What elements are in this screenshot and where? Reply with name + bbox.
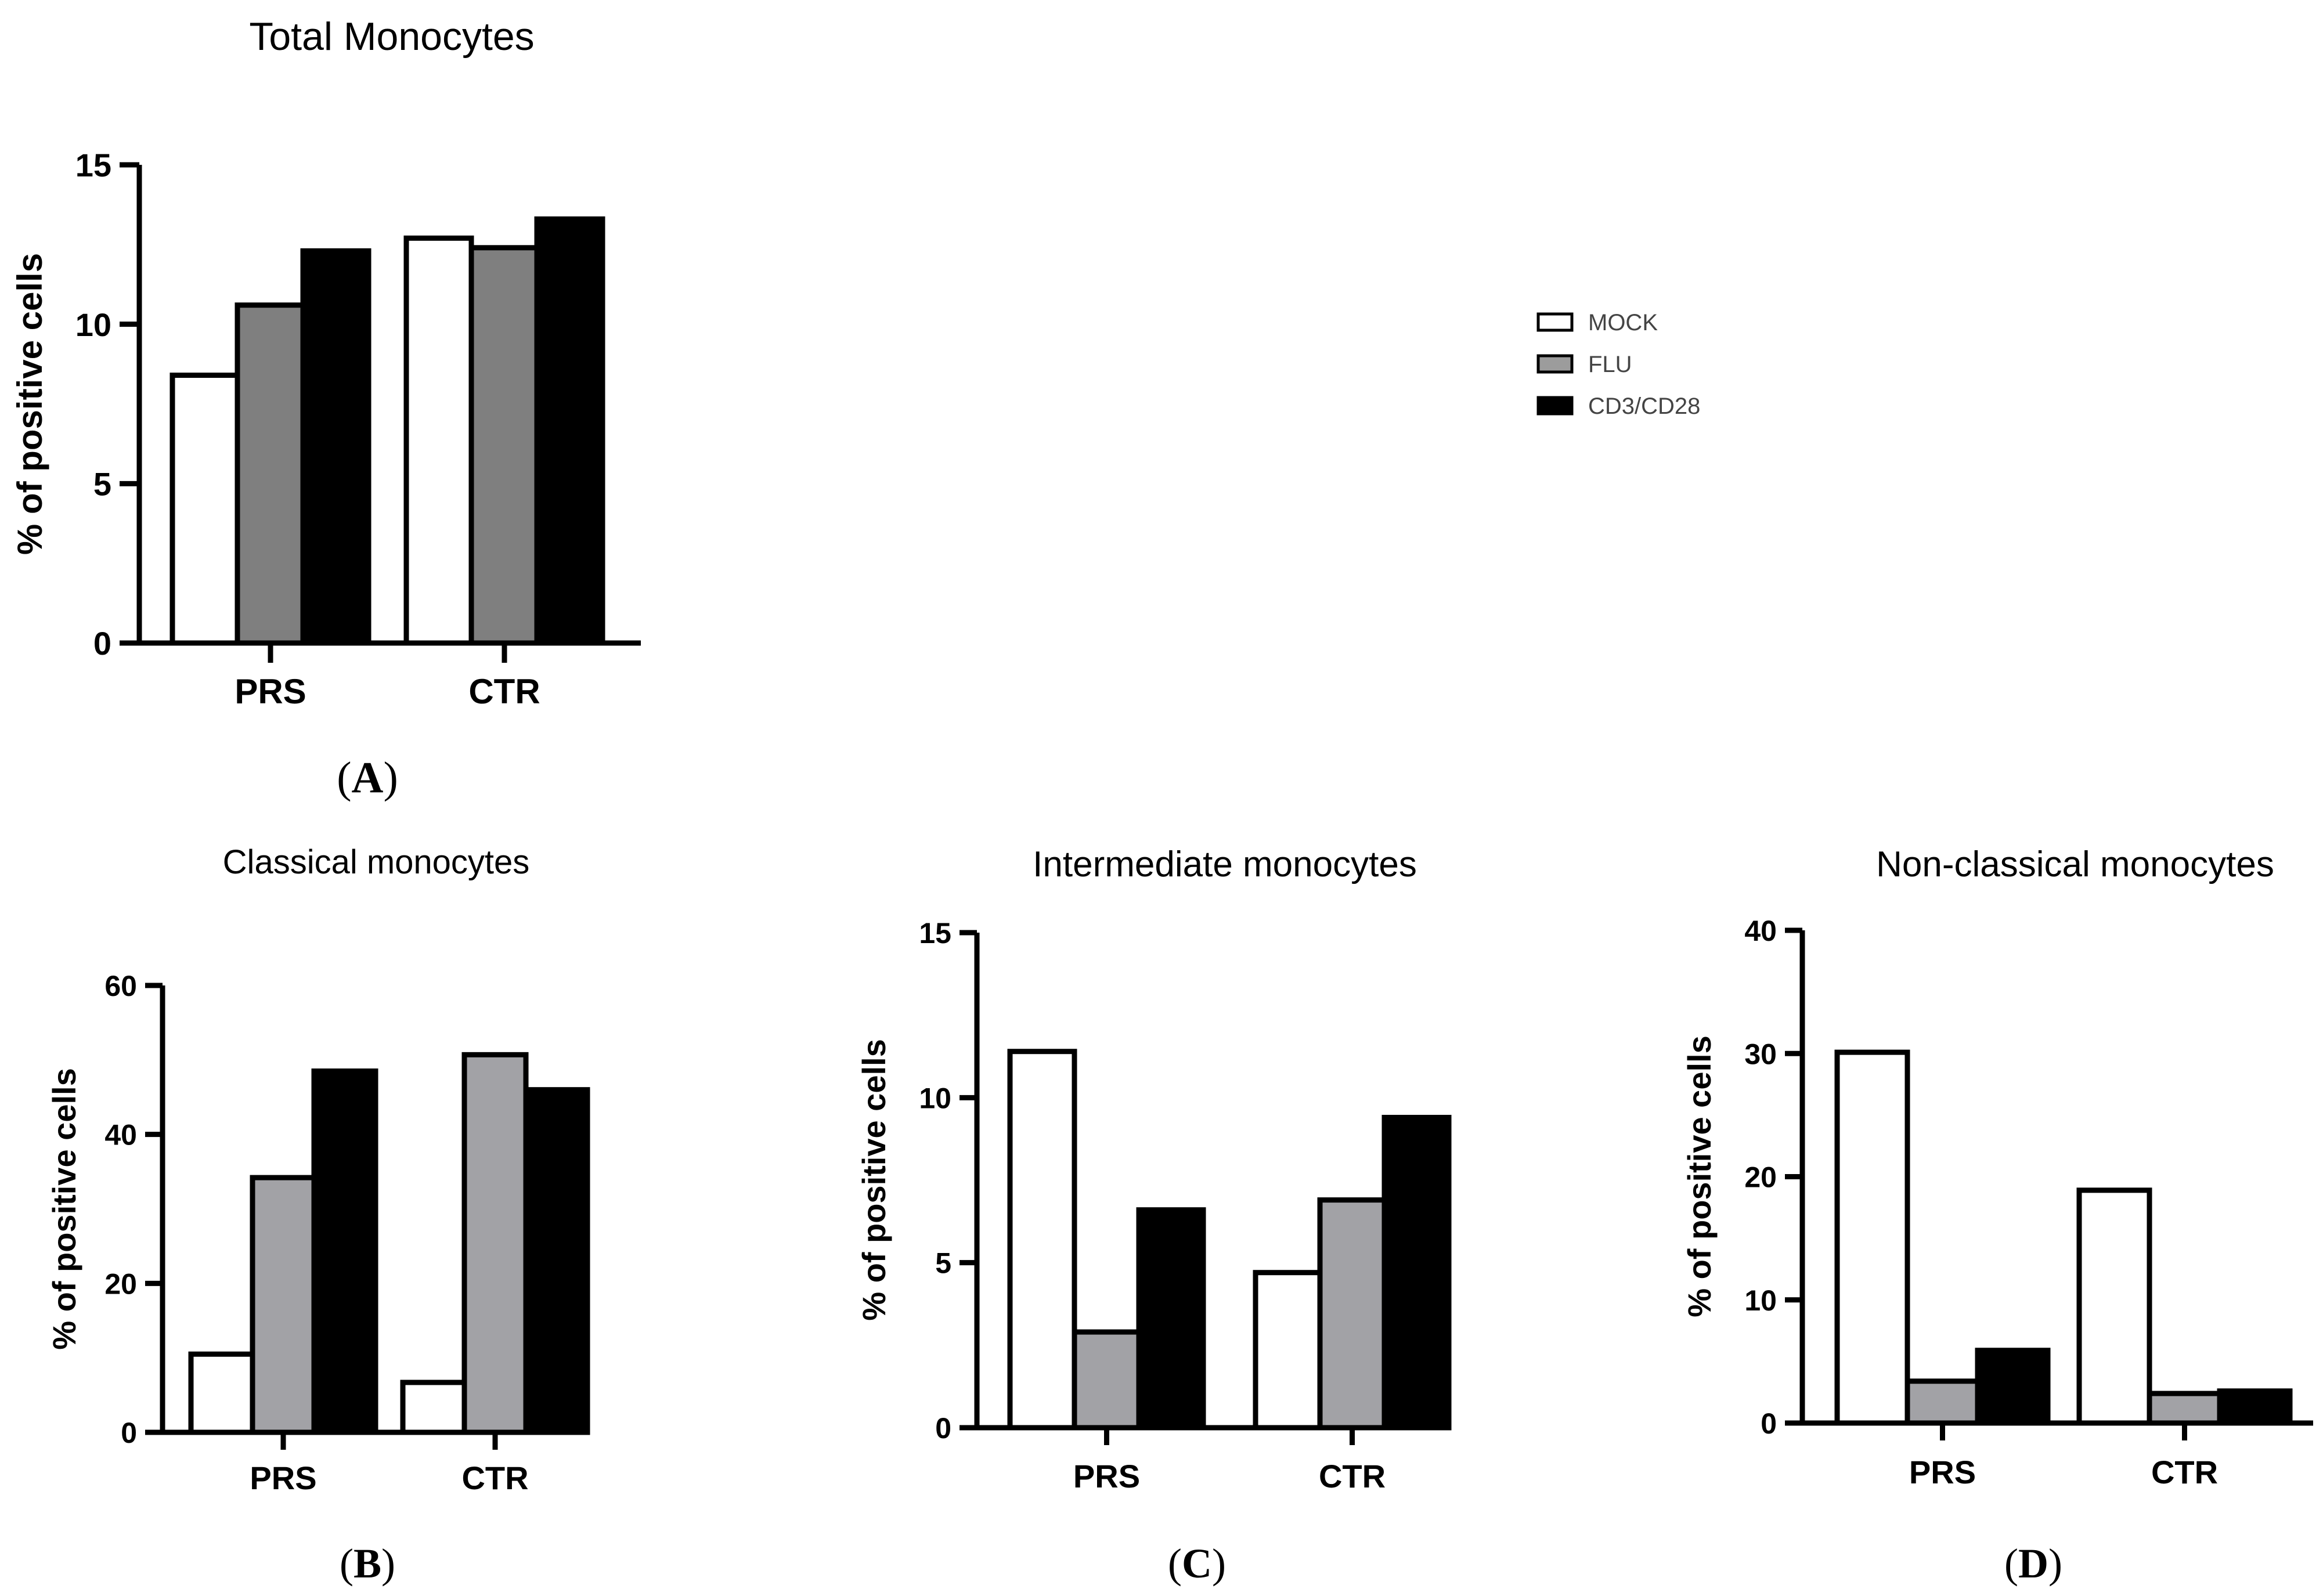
x-category-label: CTR bbox=[461, 1460, 528, 1496]
panel-label: (B) bbox=[340, 1540, 395, 1587]
y-axis-label: % of positive cells bbox=[1681, 1035, 1718, 1317]
legend-label: MOCK bbox=[1588, 310, 1658, 335]
y-tick-label: 15 bbox=[919, 917, 951, 949]
bar-cd3-cd28-prs bbox=[300, 248, 371, 646]
bar-flu-ctr bbox=[2147, 1391, 2223, 1426]
bar-mock-ctr bbox=[1253, 1270, 1323, 1431]
y-axis-label: % of positive cells bbox=[46, 1068, 82, 1350]
y-axis-label: % of positive cells bbox=[856, 1039, 892, 1321]
bar-mock-prs bbox=[188, 1351, 255, 1435]
chart-panel-b: Classical monocytes 0 20 40 60 PRS CTR % of pos… bbox=[46, 843, 590, 1587]
legend-swatch-mock bbox=[1536, 312, 1574, 332]
x-category-label: PRS bbox=[250, 1460, 316, 1496]
chart-title: Classical monocytes bbox=[223, 843, 530, 881]
bar-cd3-cd28-ctr bbox=[534, 216, 605, 646]
y-tick-label: 0 bbox=[121, 1417, 137, 1449]
y-tick-label: 40 bbox=[104, 1119, 137, 1151]
y-tick-label: 30 bbox=[1744, 1038, 1777, 1070]
y-tick-label: 0 bbox=[93, 625, 111, 662]
y-tick-label: 0 bbox=[1761, 1407, 1777, 1440]
bar-mock-ctr bbox=[400, 1380, 467, 1435]
x-category-label: PRS bbox=[1073, 1458, 1140, 1494]
chart-panel-c: Intermediate monocytes 0 5 10 15 PRS CTR % of p… bbox=[856, 844, 1452, 1587]
bar-flu-ctr bbox=[1317, 1197, 1387, 1431]
x-category-label: CTR bbox=[2151, 1454, 2218, 1490]
bar-cd3-cd28-ctr bbox=[1381, 1114, 1452, 1431]
chart-title: Non-classical monocytes bbox=[1876, 844, 2274, 884]
y-tick-label: 10 bbox=[75, 306, 111, 343]
bar-flu-prs bbox=[235, 302, 306, 646]
chart-panel-a: Total Monocytes 0 5 10 15 PRS CTR % of positive… bbox=[10, 15, 641, 802]
y-tick-label: 15 bbox=[75, 147, 111, 183]
y-tick-label: 40 bbox=[1744, 915, 1777, 947]
bar-flu-ctr bbox=[468, 245, 540, 646]
y-tick-label: 5 bbox=[935, 1247, 951, 1280]
legend-swatch-cd3-cd28 bbox=[1536, 396, 1574, 416]
legend-label: FLU bbox=[1588, 352, 1632, 377]
y-tick-label: 20 bbox=[1744, 1161, 1777, 1194]
bar-flu-prs bbox=[250, 1175, 317, 1435]
y-tick-label: 60 bbox=[104, 970, 137, 1002]
legend: MOCK FLU CD3/CD28 bbox=[1536, 310, 1700, 419]
bar-flu-prs bbox=[1904, 1378, 1981, 1426]
bar-cd3-cd28-prs bbox=[1975, 1348, 2051, 1426]
bar-flu-ctr bbox=[461, 1052, 529, 1435]
bar-cd3-cd28-prs bbox=[1136, 1207, 1206, 1431]
panel-label: (A) bbox=[337, 753, 398, 802]
x-category-label: PRS bbox=[235, 672, 306, 711]
chart-title: Total Monocytes bbox=[249, 15, 534, 59]
legend-label: CD3/CD28 bbox=[1588, 393, 1700, 419]
x-category-label: CTR bbox=[468, 672, 540, 711]
y-tick-label: 20 bbox=[104, 1268, 137, 1300]
panel-label: (C) bbox=[1168, 1540, 1226, 1587]
y-tick-label: 5 bbox=[93, 465, 111, 502]
bar-cd3-cd28-ctr bbox=[523, 1087, 590, 1435]
bar-cd3-cd28-ctr bbox=[2217, 1388, 2293, 1426]
y-tick-label: 0 bbox=[935, 1412, 951, 1445]
panel-label: (D) bbox=[2004, 1540, 2062, 1587]
x-category-label: CTR bbox=[1319, 1458, 1386, 1494]
bar-mock-ctr bbox=[403, 235, 474, 646]
bar-mock-prs bbox=[1007, 1049, 1077, 1431]
bar-mock-ctr bbox=[2076, 1187, 2152, 1426]
bar-flu-prs bbox=[1072, 1329, 1142, 1431]
bar-mock-prs bbox=[169, 373, 240, 646]
chart-title: Intermediate monocytes bbox=[1033, 844, 1417, 884]
chart-panel-d: Non-classical monocytes 0 10 20 30 40 PRS CTR % … bbox=[1681, 844, 2313, 1587]
y-tick-label: 10 bbox=[1744, 1284, 1777, 1317]
bar-cd3-cd28-prs bbox=[311, 1068, 378, 1435]
x-category-label: PRS bbox=[1909, 1454, 1976, 1490]
legend-swatch-flu bbox=[1536, 354, 1574, 374]
y-axis-label: % of positive cells bbox=[10, 253, 49, 555]
bar-mock-prs bbox=[1834, 1049, 1910, 1426]
y-tick-label: 10 bbox=[919, 1082, 951, 1114]
